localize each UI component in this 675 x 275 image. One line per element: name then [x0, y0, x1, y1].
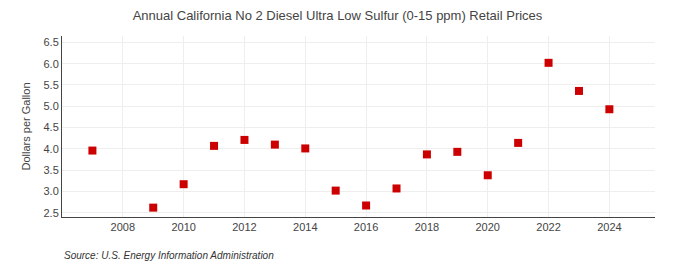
svg-text:2022: 2022 [536, 221, 560, 233]
svg-text:2020: 2020 [475, 221, 499, 233]
svg-text:6.0: 6.0 [44, 58, 59, 70]
svg-text:5.5: 5.5 [44, 79, 59, 91]
svg-text:Dollars per Gallon: Dollars per Gallon [20, 82, 32, 170]
svg-text:3.5: 3.5 [44, 164, 59, 176]
svg-text:Source: U.S. Energy Informatio: Source: U.S. Energy Information Administ… [64, 250, 274, 261]
svg-text:Annual California No 2 Diesel: Annual California No 2 Diesel Ultra Low … [133, 8, 543, 23]
svg-text:4.0: 4.0 [44, 143, 59, 155]
svg-text:2.5: 2.5 [44, 207, 59, 219]
svg-text:2024: 2024 [597, 221, 621, 233]
svg-text:2018: 2018 [415, 221, 439, 233]
svg-text:2008: 2008 [111, 221, 135, 233]
svg-text:2010: 2010 [171, 221, 195, 233]
svg-text:2014: 2014 [293, 221, 317, 233]
svg-text:3.0: 3.0 [44, 185, 59, 197]
svg-text:5.0: 5.0 [44, 100, 59, 112]
svg-text:6.5: 6.5 [44, 36, 59, 48]
svg-text:4.5: 4.5 [44, 121, 59, 133]
svg-text:2012: 2012 [232, 221, 256, 233]
svg-text:2016: 2016 [354, 221, 378, 233]
